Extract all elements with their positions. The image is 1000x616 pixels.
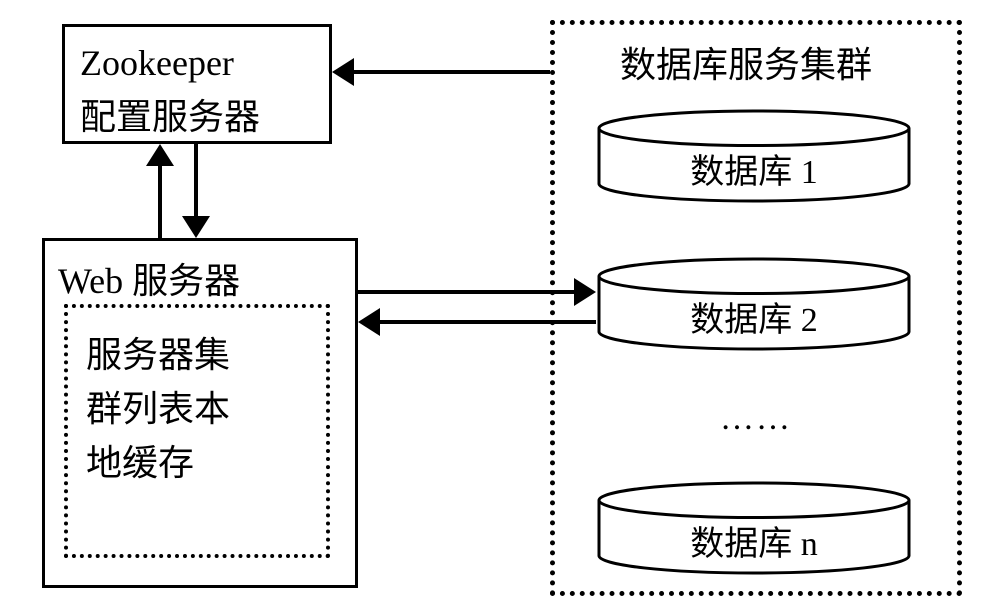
- zookeeper-to-web-down-head: [182, 216, 210, 238]
- database-cylinder-2: 数据库 2: [596, 256, 912, 352]
- database-label-1: 数据库 1: [596, 144, 912, 193]
- database-cylinder-3: 数据库 n: [596, 480, 912, 576]
- database-cylinder-1: 数据库 1: [596, 108, 912, 204]
- cluster-title: 数据库服务集群: [620, 36, 872, 88]
- database-ellipsis: ……: [720, 400, 792, 438]
- zookeeper-line2: 配置服务器: [80, 88, 260, 140]
- cache-line2: 群列表本: [86, 380, 230, 432]
- web-server-title: Web 服务器: [58, 252, 240, 304]
- database-label-2: 数据库 2: [596, 292, 912, 341]
- db-to-web-left-head: [358, 308, 380, 336]
- zookeeper-line1: Zookeeper: [80, 42, 234, 84]
- web-to-zookeeper-up-head: [146, 144, 174, 166]
- cluster-to-zookeeper-head: [332, 58, 354, 86]
- cache-line1: 服务器集: [86, 326, 230, 378]
- cache-line3: 地缓存: [86, 434, 194, 486]
- database-label-3: 数据库 n: [596, 516, 912, 565]
